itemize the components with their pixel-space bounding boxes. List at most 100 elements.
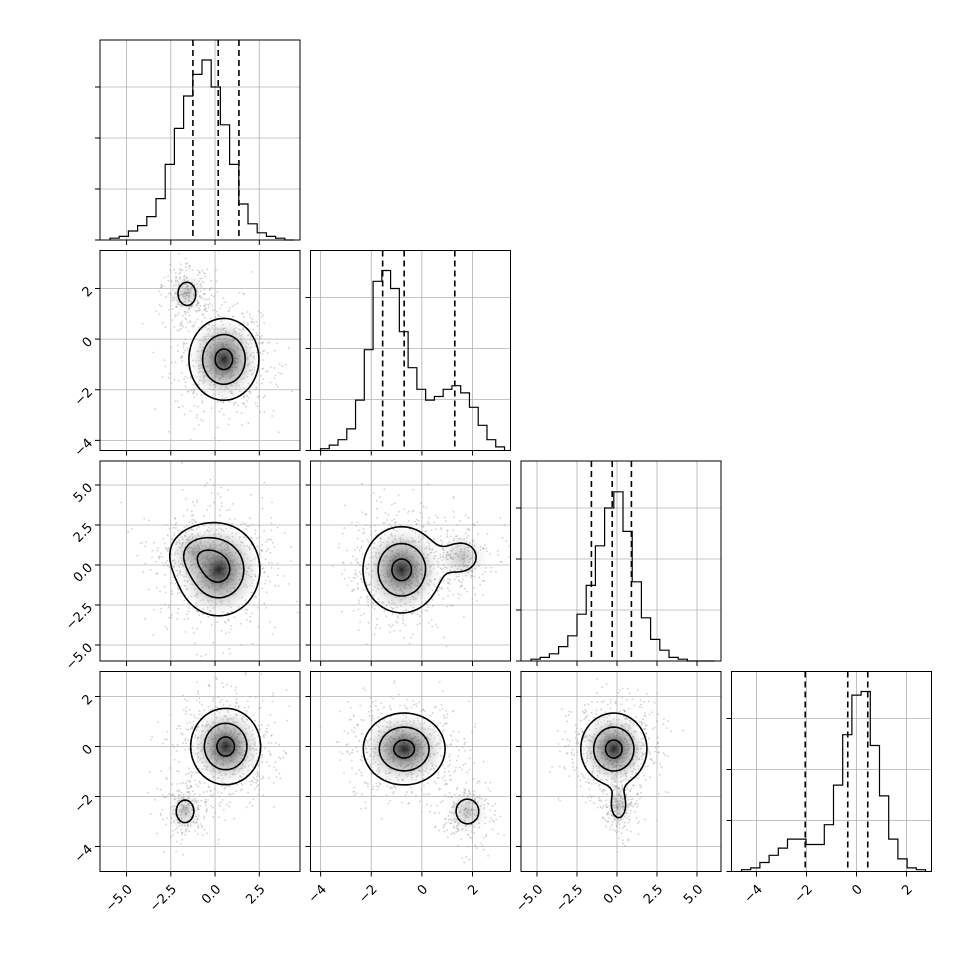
scatter-point <box>213 788 216 791</box>
scatter-point <box>278 363 281 366</box>
scatter-point <box>184 712 187 715</box>
scatter-point <box>220 801 223 804</box>
scatter-point <box>228 805 230 808</box>
scatter-point <box>166 628 169 630</box>
scatter-point <box>347 732 350 735</box>
scatter-point <box>263 571 266 573</box>
scatter-point <box>241 788 243 791</box>
scatter-point <box>414 659 416 661</box>
scatter-point <box>249 621 252 623</box>
scatter-point <box>643 722 646 725</box>
scatter-point <box>411 510 414 513</box>
scatter-point <box>352 790 355 793</box>
scatter-point <box>317 712 319 714</box>
scatter-point <box>201 400 204 403</box>
scatter-point <box>174 361 177 364</box>
scatter-point <box>482 580 485 582</box>
scatter-point <box>276 385 279 388</box>
scatter-point <box>374 626 377 629</box>
scatter-point <box>243 316 246 319</box>
scatter-point <box>255 595 258 598</box>
scatter-point <box>208 685 211 688</box>
scatter-point <box>202 314 205 316</box>
scatter-point <box>341 573 343 576</box>
scatter-point <box>260 543 263 546</box>
scatter-point <box>195 520 198 523</box>
scatter-point <box>270 742 273 745</box>
scatter-point <box>222 652 225 654</box>
scatter-point <box>350 759 353 762</box>
scatter-point <box>171 834 174 837</box>
scatter-point <box>179 782 182 785</box>
scatter-point <box>190 776 193 778</box>
scatter-point <box>212 309 214 312</box>
scatter-point <box>264 730 267 733</box>
scatter-point <box>264 733 267 736</box>
scatter-point <box>184 262 187 265</box>
scatter-point <box>659 762 661 765</box>
scatter-point <box>222 686 225 688</box>
scatter-point <box>482 836 485 839</box>
scatter-point <box>175 850 178 853</box>
scatter-point <box>443 516 446 519</box>
scatter-point <box>397 510 400 513</box>
scatter-point <box>173 315 176 318</box>
scatter-point <box>233 616 236 619</box>
scatter-point <box>187 390 190 392</box>
scatter-point <box>224 301 226 304</box>
scatter-point <box>267 342 269 344</box>
scatter-point <box>577 775 580 778</box>
scatter-point <box>250 493 252 496</box>
scatter-point <box>229 652 231 655</box>
scatter-point <box>451 710 454 713</box>
contour-line <box>169 521 261 617</box>
scatter-point <box>570 754 573 756</box>
scatter-point <box>166 777 169 780</box>
scatter-point <box>296 611 299 614</box>
scatter-point <box>415 518 418 521</box>
scatter-point <box>629 790 632 793</box>
scatter-point <box>234 303 236 306</box>
scatter-point <box>153 798 156 801</box>
scatter-point <box>642 718 645 721</box>
scatter-point <box>491 828 494 831</box>
scatter-point <box>263 322 266 325</box>
scatter-point <box>205 808 208 811</box>
scatter-point <box>220 408 223 410</box>
scatter-point <box>159 788 162 791</box>
scatter-point <box>447 581 450 584</box>
scatter-point <box>186 613 188 616</box>
scatter-point <box>170 382 172 385</box>
scatter-point <box>176 344 179 347</box>
scatter-point <box>254 334 257 337</box>
scatter-point <box>260 341 262 344</box>
scatter-point <box>186 262 189 265</box>
scatter-point <box>575 727 578 730</box>
scatter-point <box>181 838 184 841</box>
scatter-point <box>441 707 444 710</box>
scatter-point <box>367 710 370 713</box>
scatter-point <box>422 525 425 528</box>
scatter-point <box>656 819 659 822</box>
scatter-point <box>347 743 349 746</box>
scatter-point <box>351 767 353 769</box>
scatter-point <box>188 606 191 609</box>
scatter-point <box>191 725 193 728</box>
scatter-point <box>386 519 388 521</box>
x-tick-label: 2.5 <box>243 882 268 907</box>
scatter-point <box>438 666 440 668</box>
scatter-point <box>258 764 261 767</box>
scatter-point <box>217 816 220 819</box>
scatter-point <box>389 695 392 698</box>
scatter-point <box>188 780 191 783</box>
scatter-point <box>356 723 359 726</box>
scatter-point <box>429 810 432 813</box>
scatter-point <box>160 293 163 296</box>
scatter-point <box>266 538 269 541</box>
scatter-point <box>262 794 265 796</box>
scatter-point <box>362 687 365 690</box>
scatter-point <box>279 757 282 760</box>
scatter-point <box>163 850 166 853</box>
scatter-point <box>397 494 400 497</box>
scatter-point <box>204 309 207 312</box>
